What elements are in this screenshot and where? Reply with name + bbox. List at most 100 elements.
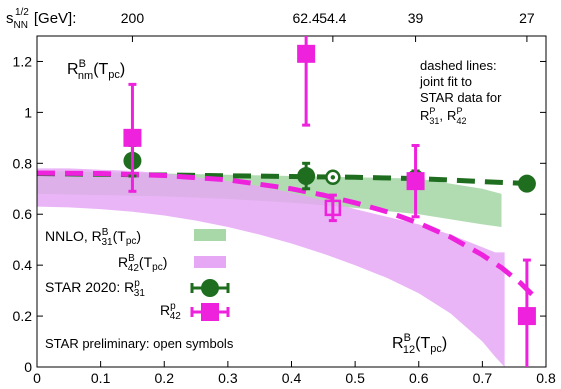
marker-circle (517, 174, 536, 193)
legend-r42-marker (201, 303, 219, 321)
top-tick-label: 39 (408, 10, 424, 26)
y-tick-label: 0.4 (13, 257, 33, 273)
y-tick-label: 1 (24, 104, 32, 120)
rnm-arg: (T (93, 61, 108, 78)
x-tick-label: 0.2 (155, 370, 175, 386)
legend-star42-sub: 42 (170, 311, 182, 322)
legend-r42-base: R (118, 254, 128, 270)
legend-r42-arg: (T (139, 254, 153, 270)
r12-close: ) (442, 335, 447, 352)
fit-lines (36, 170, 536, 298)
legend-marker-r31 (190, 279, 230, 297)
fit-r42-sub: 42 (456, 116, 466, 126)
legend-r31-marker (201, 279, 219, 297)
x-tick-label: 0 (33, 370, 41, 386)
y-tick-label: 0.2 (13, 308, 33, 324)
point-r31 (297, 161, 316, 191)
point-r42 (517, 258, 536, 367)
fit-note-line3: STAR data for (420, 90, 502, 105)
rnm-sup: B (79, 58, 86, 70)
legend-star-sub: 31 (134, 288, 146, 299)
legend-nnlo-close: ) (136, 228, 141, 244)
point-r42 (406, 143, 425, 219)
rnm-arg-sub: pc (108, 69, 120, 81)
fit-r31-base: R (420, 108, 429, 123)
marker-square (123, 128, 142, 147)
top-tick-label: 62.4 (293, 10, 320, 26)
point-r42 (324, 193, 342, 223)
data-points (123, 36, 536, 367)
fit-r31-sup: P (429, 106, 435, 116)
legend-nnlo-r42: RB 42(Tpc) (118, 253, 167, 274)
top-tick-label: 27 (519, 10, 535, 26)
r12-sup: B (404, 332, 411, 344)
x-tick-label: 0.8 (536, 370, 556, 386)
marker-square (517, 307, 536, 326)
y-tick-label: 1.2 (13, 53, 33, 69)
legend-nnlo-r31: NNLO, RB 31(Tpc) (45, 227, 141, 248)
y-tick-label: 0.6 (13, 206, 33, 222)
top-tick-label: 200 (121, 10, 145, 26)
legend-star-r42: Rp 42 (160, 301, 181, 322)
x-tick-label: 0.5 (345, 370, 365, 386)
legend-swatch-r31-band (194, 229, 226, 241)
legend-star-prefix: STAR 2020: R (45, 279, 134, 295)
y-tick-label: 0.8 (13, 155, 33, 171)
top-axis-unit: [GeV]: (34, 10, 77, 27)
rnm-sub: nm (78, 70, 93, 82)
fit-note-line4: RP 31, RP 42 (420, 106, 466, 126)
marker-square (297, 44, 316, 63)
top-tick-label: 54.4 (319, 10, 346, 26)
marker-circle (297, 167, 316, 186)
point-r31 (517, 174, 536, 193)
fit-r42-sup: P (456, 106, 462, 116)
top-axis-s: s (6, 10, 14, 27)
axes: 0 0.1 0.2 0.3 0.4 0.5 0.6 0.7 0.8 0 0.2 0.4 0.6 0.8 1 1… (13, 10, 556, 386)
legend-star-r31: STAR 2020: Rp 31 (45, 278, 145, 299)
r12-arg: (T (415, 335, 430, 352)
x-tick-label: 0.7 (473, 370, 493, 386)
legend-nnlo-arg-sub: pc (126, 236, 137, 247)
rnm-base: R (67, 61, 79, 78)
fit-note-line2: joint fit to (419, 74, 472, 89)
y-tick-label: 0 (24, 359, 32, 375)
legend-nnlo-arg: (T (113, 228, 127, 244)
x-tick-label: 0.4 (282, 370, 302, 386)
top-axis-title: sNN 1/2 [GeV]: (6, 7, 76, 31)
legend-swatch-r42-band (194, 256, 226, 268)
point-r42 (123, 82, 142, 193)
legend-r42-arg-sub: pc (152, 262, 163, 273)
marker-square (406, 172, 425, 191)
x-tick-label: 0.6 (409, 370, 429, 386)
r12-arg-sub: pc (430, 343, 442, 355)
legend-r42-sub: 42 (128, 263, 140, 274)
top-axis-sub: NN (14, 20, 28, 31)
legend-star42-base: R (160, 302, 170, 318)
band-r42 (37, 168, 505, 367)
marker-square (324, 199, 342, 217)
preliminary-note: STAR preliminary: open symbols (45, 336, 234, 351)
legend-nnlo-sup: B (102, 227, 109, 238)
r12-sub: 12 (403, 344, 415, 356)
fit-line-r42 (36, 170, 536, 298)
top-axis-sup: 1/2 (15, 7, 29, 18)
marker-dot (330, 175, 336, 180)
fit-r31-sub: 31 (429, 116, 439, 126)
fit-comma: , (439, 108, 443, 123)
fit-r42-base: R (447, 108, 456, 123)
legend-star-sup: p (134, 278, 140, 289)
rnm-close: ) (120, 61, 125, 78)
r12-label: RB 12(Tpc) (392, 332, 447, 356)
legend-r42-close: ) (163, 254, 168, 270)
legend-marker-r42 (190, 303, 230, 321)
x-tick-label: 0.1 (91, 370, 111, 386)
legend-nnlo-sub: 31 (101, 237, 113, 248)
nnlo-bands (37, 168, 505, 367)
legend-star42-sup: p (170, 301, 176, 312)
r12-base: R (392, 335, 404, 352)
point-r42 (297, 36, 316, 127)
x-tick-label: 0.3 (218, 370, 238, 386)
legend-r42-sup: B (128, 253, 135, 264)
fit-note: dashed lines: joint fit to STAR data for… (419, 58, 502, 126)
